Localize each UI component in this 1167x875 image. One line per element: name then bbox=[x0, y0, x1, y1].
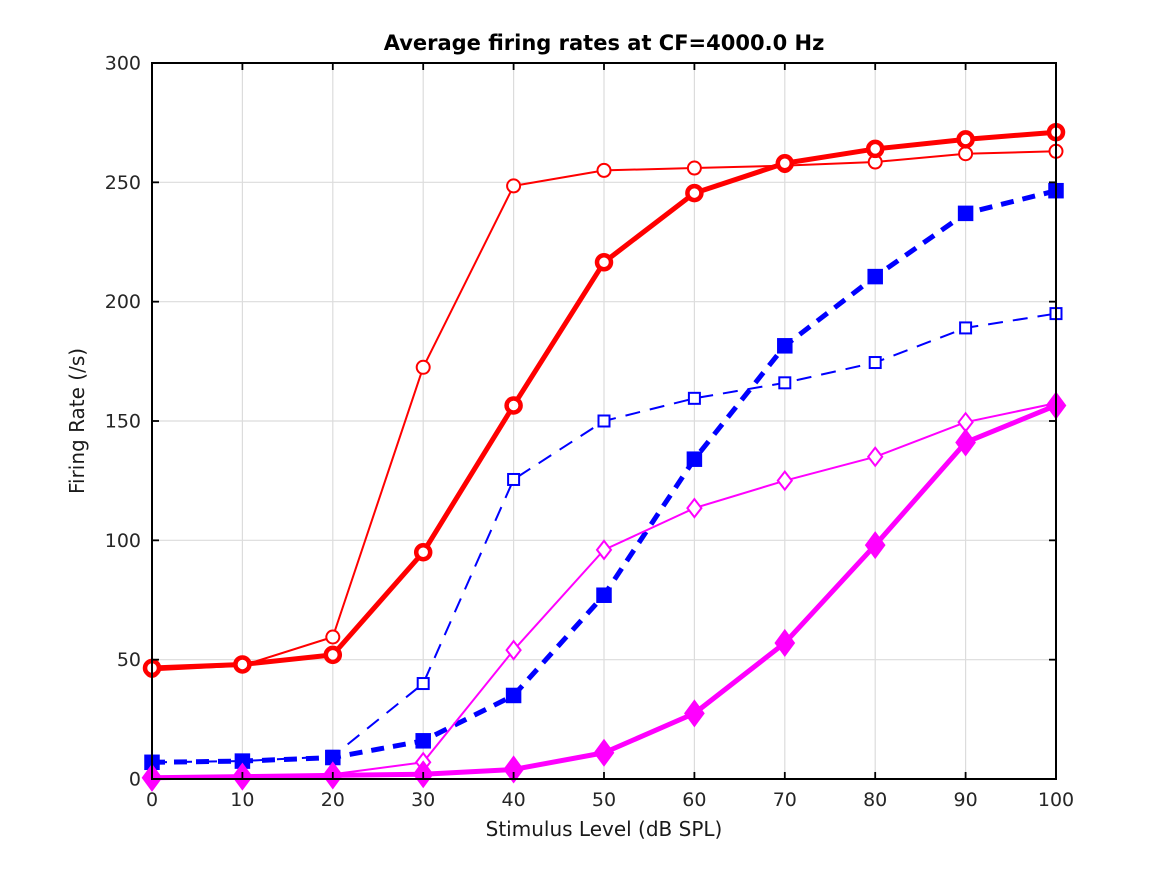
x-tick-label: 70 bbox=[773, 789, 797, 811]
y-tick-label: 100 bbox=[105, 530, 141, 552]
y-axis-label: Firing Rate (/s) bbox=[65, 347, 89, 495]
y-tick-label: 50 bbox=[117, 649, 141, 671]
x-tick-label: 0 bbox=[146, 789, 158, 811]
x-tick-label: 10 bbox=[230, 789, 254, 811]
y-tick-label: 200 bbox=[105, 291, 141, 313]
x-tick-label: 40 bbox=[502, 789, 526, 811]
y-tick-label: 300 bbox=[105, 53, 141, 75]
chart-title: Average firing rates at CF=4000.0 Hz bbox=[383, 31, 825, 55]
x-tick-label: 60 bbox=[682, 789, 706, 811]
x-axis-label: Stimulus Level (dB SPL) bbox=[485, 817, 723, 841]
y-tick-label: 0 bbox=[129, 769, 141, 791]
x-tick-label: 80 bbox=[863, 789, 887, 811]
x-tick-label: 100 bbox=[1038, 789, 1074, 811]
x-tick-label: 30 bbox=[411, 789, 435, 811]
x-tick-label: 90 bbox=[954, 789, 978, 811]
x-tick-label: 50 bbox=[592, 789, 616, 811]
x-tick-label: 20 bbox=[321, 789, 345, 811]
y-tick-label: 150 bbox=[105, 411, 141, 433]
y-tick-label: 250 bbox=[105, 172, 141, 194]
